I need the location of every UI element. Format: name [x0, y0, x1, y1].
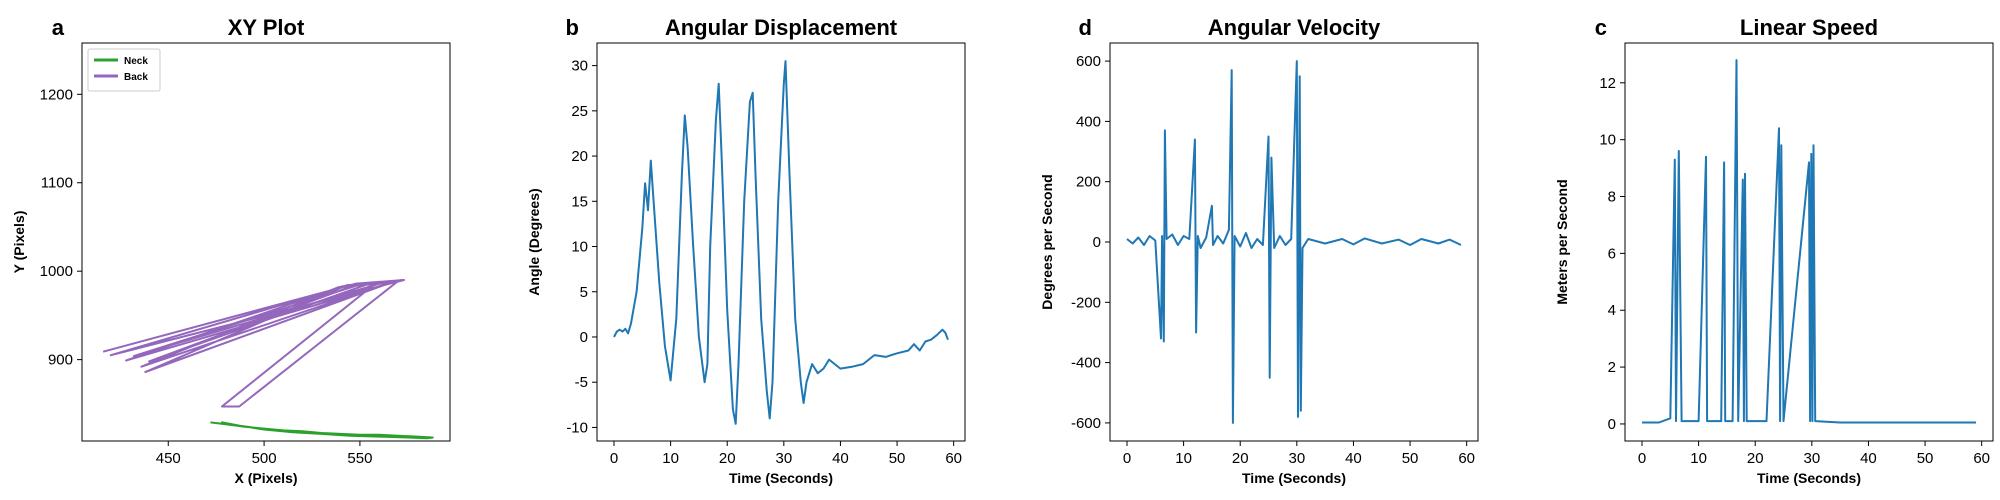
y-tick-label: 200: [1076, 174, 1101, 191]
x-tick-label: 0: [1638, 450, 1646, 467]
x-tick-label: 60: [1973, 450, 1990, 467]
y-tick-label: 6: [1608, 245, 1616, 262]
legend: Neck Back: [87, 48, 161, 92]
legend-label-neck: Neck: [124, 56, 148, 67]
x-tick-label: 40: [1860, 450, 1877, 467]
series-line-0: [1642, 59, 1976, 424]
panel-angular-velocity: 0 10 20 30 40 50 60 -600 -400 -200 0 200 400 600 Angul…: [1039, 15, 1479, 486]
y-tick-label: 10: [571, 239, 588, 256]
x-axis-label: Time (Seconds): [729, 470, 833, 486]
y-tick-label: 1200: [40, 86, 73, 103]
chart-title: Angular Displacement: [665, 15, 898, 40]
panel-xy-plot: 450 500 550 900 1000 1100 1200 XY Plot a X (Pixel…: [11, 15, 451, 486]
y-tick-label: 400: [1076, 113, 1101, 130]
x-tick-label: 20: [1232, 450, 1249, 467]
panel-linear-speed: 0 10 20 30 40 50 60 0 2 4 6 8 10 12 Linear Speed c Time …: [1554, 15, 1994, 486]
y-tick-label: 4: [1608, 302, 1616, 319]
y-tick-label: 0: [1093, 234, 1101, 251]
y-tick-label: -200: [1071, 294, 1101, 311]
y-tick-label: -10: [566, 419, 588, 436]
x-tick-label: 60: [1458, 450, 1475, 467]
y-tick-label: 2: [1608, 359, 1616, 376]
x-axis-label: X (Pixels): [234, 470, 297, 486]
y-tick-label: 10: [1599, 132, 1616, 149]
x-tick-label: 50: [1917, 450, 1934, 467]
y-tick-label: 20: [571, 148, 588, 165]
x-axis-label: Time (Seconds): [1757, 470, 1861, 486]
y-tick-label: -5: [575, 374, 588, 391]
series-line-0: [1126, 60, 1462, 424]
y-tick-label: 1100: [41, 175, 73, 192]
x-axis-label: Time (Seconds): [1242, 470, 1346, 486]
series-line-back: [102, 279, 405, 408]
y-tick-label: 0: [580, 329, 588, 346]
y-tick-label: 30: [571, 58, 588, 75]
x-tick-label: 40: [1345, 450, 1362, 467]
series-line-0: [613, 60, 949, 425]
y-tick-label: 0: [1608, 416, 1616, 433]
x-tick-label: 0: [1123, 450, 1131, 467]
y-axis-label: Meters per Second: [1554, 179, 1570, 304]
x-tick-label: 60: [945, 450, 962, 467]
plot-frame: [1624, 42, 1994, 442]
y-axis-label: Degrees per Second: [1039, 174, 1055, 309]
x-tick-label: 10: [662, 450, 679, 467]
series-line-neck: [210, 421, 434, 440]
x-tick-label: 30: [1288, 450, 1305, 467]
y-tick-label: 5: [580, 284, 588, 301]
panel-letter: a: [52, 15, 65, 40]
plot-frame: [81, 42, 451, 442]
y-tick-label: 12: [1599, 75, 1616, 92]
chart-title: Linear Speed: [1740, 15, 1878, 40]
x-tick-label: 20: [719, 450, 736, 467]
panel-letter: d: [1079, 15, 1092, 40]
x-tick-label: 10: [1175, 450, 1192, 467]
x-tick-label: 500: [252, 450, 277, 467]
y-tick-label: 600: [1076, 53, 1101, 70]
y-tick-label: -600: [1071, 415, 1101, 432]
x-tick-label: 450: [156, 450, 181, 467]
y-tick-label: 900: [48, 352, 73, 369]
plot-frame: [596, 42, 966, 442]
y-tick-label: 25: [571, 103, 588, 120]
x-tick-label: 40: [832, 450, 849, 467]
y-tick-label: 1000: [40, 263, 73, 280]
y-axis-label: Angle (Degrees): [526, 188, 542, 295]
x-tick-label: 50: [1402, 450, 1419, 467]
x-tick-label: 20: [1747, 450, 1764, 467]
y-tick-label: 8: [1608, 189, 1616, 206]
panel-letter: c: [1595, 15, 1607, 40]
y-axis-label: Y (Pixels): [11, 211, 27, 274]
x-tick-label: 10: [1690, 450, 1707, 467]
x-tick-label: 30: [775, 450, 792, 467]
x-tick-label: 550: [347, 450, 372, 467]
y-tick-label: 15: [571, 193, 588, 210]
y-tick-label: -400: [1071, 355, 1101, 372]
x-tick-label: 0: [610, 450, 618, 467]
panel-angular-displacement: 0 10 20 30 40 50 60 -10 -5 0 5 10 15 20 25 30 Angular Di…: [526, 15, 966, 486]
chart-title: XY Plot: [228, 15, 305, 40]
panel-letter: b: [566, 15, 579, 40]
legend-label-back: Back: [124, 72, 148, 83]
x-tick-label: 50: [889, 450, 906, 467]
x-tick-label: 30: [1803, 450, 1820, 467]
chart-title: Angular Velocity: [1208, 15, 1381, 40]
